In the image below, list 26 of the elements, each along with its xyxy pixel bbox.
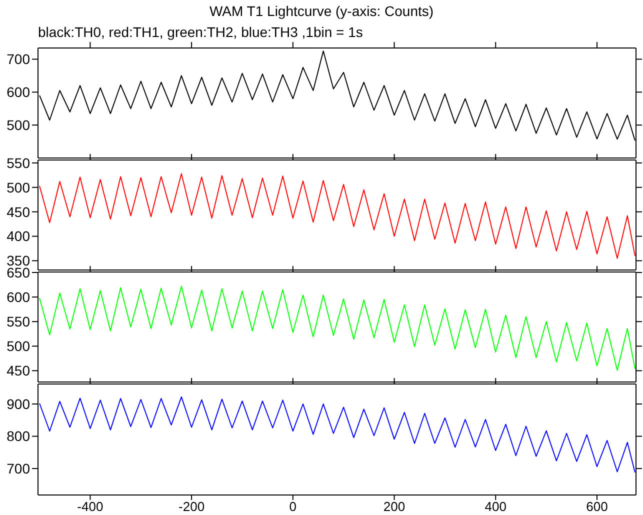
y-tick-label: 600 (6, 84, 30, 100)
x-tick-label: -200 (178, 499, 205, 514)
line-series (39, 286, 636, 371)
x-tick-label: 600 (586, 499, 608, 514)
y-tick-label: 450 (6, 204, 30, 220)
chart-subtitle: black:TH0, red:TH1, green:TH2, blue:TH3 ,1bin = 1s (37, 23, 364, 42)
chart-title: WAM T1 Lightcurve (y-axis: Counts) (208, 2, 435, 21)
y-tick-label: 450 (6, 362, 30, 379)
y-tick-label: 500 (6, 117, 30, 134)
x-tick-label: 0 (289, 499, 297, 514)
y-tick-label: 500 (6, 179, 30, 196)
y-tick-label: 700 (6, 51, 30, 68)
y-tick-label: 550 (6, 314, 30, 330)
y-tick-label: 700 (6, 460, 30, 477)
x-tick-label: 400 (484, 499, 506, 514)
y-tick-label: 350 (6, 252, 30, 269)
y-tick-label: 500 (6, 338, 30, 354)
y-tick-label: 800 (6, 428, 30, 444)
y-tick-label: 600 (6, 289, 30, 306)
y-tick-label: 550 (6, 154, 30, 171)
x-tick-label: -400 (77, 499, 104, 514)
y-tick-label: 900 (6, 396, 30, 412)
x-tick-label: 200 (383, 499, 406, 514)
y-tick-label: 400 (6, 228, 30, 244)
line-series (39, 396, 636, 473)
line-series (39, 173, 636, 259)
